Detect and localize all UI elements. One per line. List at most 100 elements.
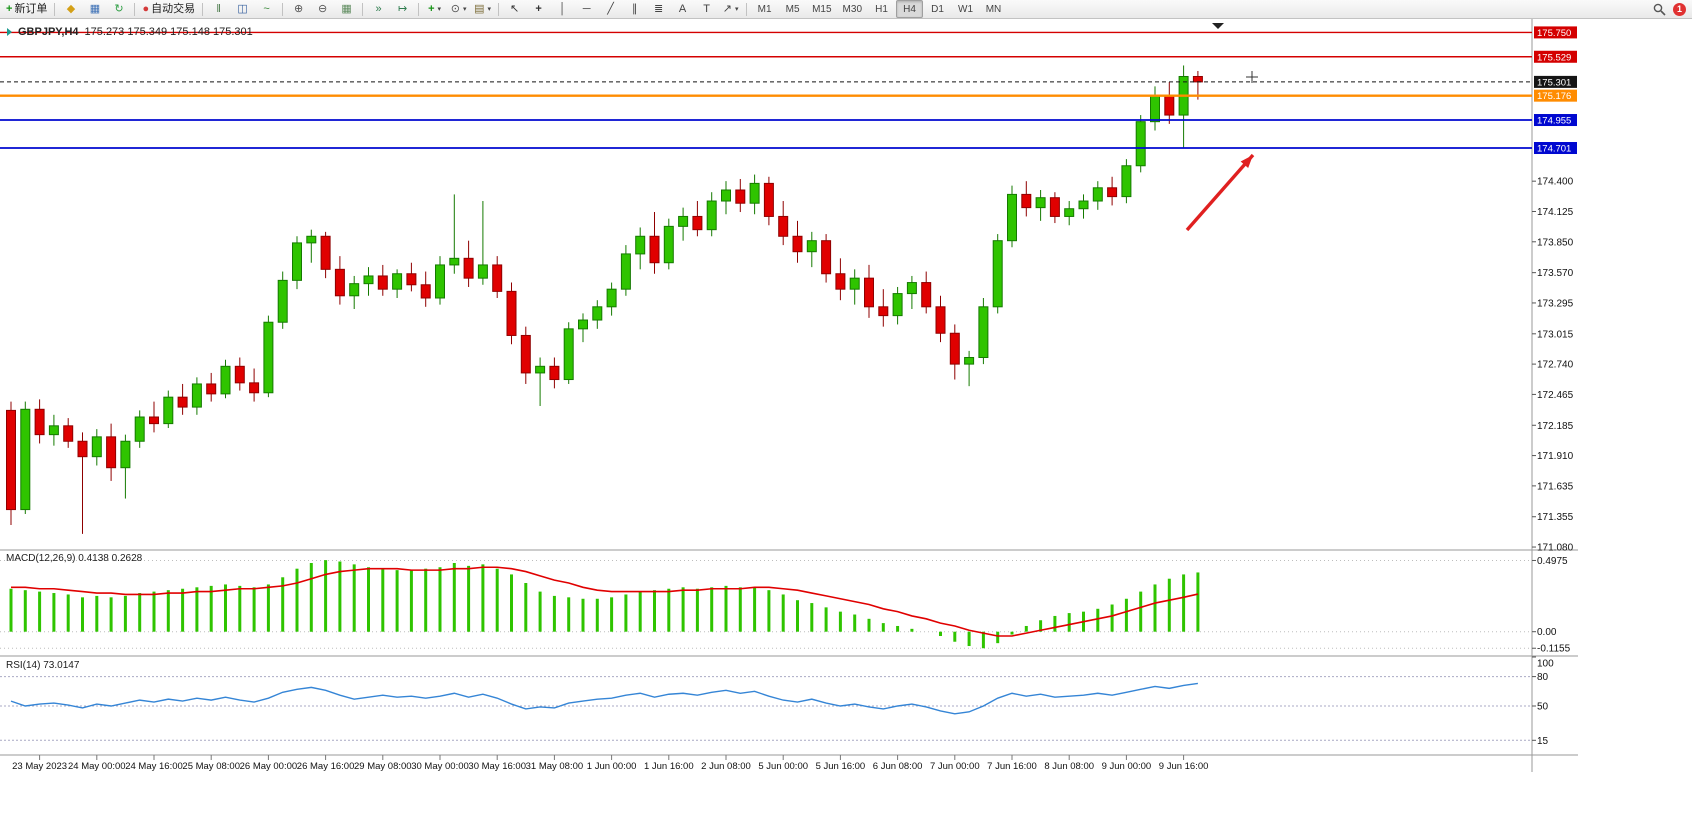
svg-text:8 Jun 08:00: 8 Jun 08:00: [1044, 761, 1094, 772]
svg-text:174.955: 174.955: [1537, 116, 1571, 127]
toolbar-separator: [362, 2, 364, 16]
annotation-arrow[interactable]: [1185, 153, 1255, 232]
svg-text:23 May 2023: 23 May 2023: [12, 761, 67, 772]
svg-text:80: 80: [1537, 672, 1549, 683]
timeframe-d1-button[interactable]: D1: [931, 3, 944, 15]
market-watch-button[interactable]: ◆: [59, 0, 82, 18]
zoom-in-button[interactable]: ⊕: [287, 0, 310, 18]
svg-text:5 Jun 00:00: 5 Jun 00:00: [758, 761, 808, 772]
channel-button[interactable]: ∥: [623, 0, 646, 18]
svg-text:30 May 00:00: 30 May 00:00: [411, 761, 469, 772]
price-tag[interactable]: [1534, 114, 1577, 127]
text-button[interactable]: A: [671, 0, 694, 18]
toolbar-separator: [202, 2, 204, 16]
timeframe-h1-button[interactable]: H1: [875, 3, 888, 15]
svg-text:25 May 08:00: 25 May 08:00: [182, 761, 240, 772]
indicators-button[interactable]: + ▾: [423, 0, 446, 18]
timeframe-m5-button[interactable]: M5: [785, 3, 800, 15]
bar-chart-button[interactable]: ‖: [207, 0, 230, 18]
price-tag[interactable]: [1534, 75, 1577, 88]
fibonacci-button[interactable]: ≣: [647, 0, 670, 18]
timeframe-h4-button[interactable]: H4: [896, 0, 923, 18]
svg-text:171.080: 171.080: [1537, 543, 1574, 554]
chart-window: 174.400 174.125 173.850 173.570 173.295 173.0…: [0, 19, 1578, 772]
chart-shift-marker-icon[interactable]: [1212, 23, 1224, 29]
svg-text:173.015: 173.015: [1537, 329, 1574, 340]
arrows-button[interactable]: ↗ ▾: [719, 0, 742, 18]
candlestick-chart-icon: ◫: [237, 2, 248, 15]
timeframe-m15-button[interactable]: M15: [812, 3, 832, 15]
line-chart-button[interactable]: ~: [255, 0, 278, 18]
svg-text:171.635: 171.635: [1537, 481, 1574, 492]
svg-text:174.125: 174.125: [1537, 207, 1574, 218]
timeframe-w1-button[interactable]: W1: [958, 3, 973, 15]
zoom-out-button[interactable]: ⊖: [311, 0, 334, 18]
trendline-button[interactable]: ╱: [599, 0, 622, 18]
svg-text:175.176: 175.176: [1537, 91, 1571, 102]
price-tag[interactable]: [1534, 89, 1577, 102]
svg-text:173.850: 173.850: [1537, 237, 1574, 248]
templates-button[interactable]: ▤ ▾: [471, 0, 494, 18]
timeframe-m30-button[interactable]: M30: [842, 3, 862, 15]
equidistant-channel-icon: ∥: [631, 2, 638, 15]
chart-shift-button[interactable]: ↦: [391, 0, 414, 18]
svg-text:172.185: 172.185: [1537, 421, 1574, 432]
svg-text:171.910: 171.910: [1537, 451, 1574, 462]
candlestick-chart-button[interactable]: ◫: [231, 0, 254, 18]
search-icon[interactable]: [1653, 3, 1666, 16]
label-button[interactable]: T: [695, 0, 718, 18]
caret-down-icon: ▾: [487, 5, 492, 13]
vertical-line-icon: │: [559, 2, 567, 15]
cursor-button[interactable]: ↖: [503, 0, 526, 18]
crosshair-button[interactable]: +: [527, 0, 550, 18]
data-window-button[interactable]: ▦: [83, 0, 106, 18]
svg-text:30 May 16:00: 30 May 16:00: [468, 761, 526, 772]
chart-shift-icon: ↦: [397, 2, 408, 15]
macd-pane: 0.4975 0.00 -0.1155: [0, 556, 1571, 655]
svg-text:174.400: 174.400: [1537, 177, 1574, 188]
svg-text:50: 50: [1537, 702, 1549, 713]
svg-text:175.750: 175.750: [1537, 28, 1571, 39]
cursor-arrow-icon: ↖: [509, 2, 520, 15]
bar-chart-icon: ‖: [216, 2, 221, 15]
new-order-icon: +: [6, 2, 13, 15]
tile-windows-button[interactable]: ▦: [335, 0, 358, 18]
text-tool-icon: A: [678, 2, 687, 15]
price-tag[interactable]: [1534, 26, 1577, 39]
svg-text:172.465: 172.465: [1537, 390, 1574, 401]
toolbar: + 新订单 ◆ ▦ ↻ ● 自动交易 ‖ ◫ ~ ⊕ ⊖ ▦» ↦ + ▾ ⊙ ▾ ▤ ▾ ↖ + │ ─ ╱ ∥ ≣ A T ↗ ▾ M1 M…: [0, 0, 1692, 19]
chart-ohlc-values: 175.273 175.349 175.148 175.301: [84, 26, 253, 38]
clock-icon: ⊙: [450, 2, 460, 15]
svg-text:9 Jun 00:00: 9 Jun 00:00: [1102, 761, 1152, 772]
navigator-icon: ↻: [114, 2, 124, 15]
timeframe-m1-button[interactable]: M1: [757, 3, 772, 15]
timeframe-mn-button[interactable]: MN: [985, 3, 1002, 15]
tile-windows-icon: ▦: [341, 2, 352, 15]
chart-canvas[interactable]: 174.400 174.125 173.850 173.570 173.295 173.0…: [0, 19, 1578, 772]
svg-text:9 Jun 16:00: 9 Jun 16:00: [1159, 761, 1209, 772]
vertical-line-button[interactable]: │: [551, 0, 574, 18]
crosshair-icon: +: [535, 2, 542, 15]
notification-badge[interactable]: 1: [1673, 2, 1686, 16]
caret-down-icon: ▾: [462, 5, 467, 13]
price-tag[interactable]: [1534, 50, 1577, 63]
zoom-out-icon: ⊖: [317, 2, 328, 15]
periods-button[interactable]: ⊙ ▾: [447, 0, 470, 18]
svg-text:1 Jun 00:00: 1 Jun 00:00: [587, 761, 637, 772]
svg-text:0.4975: 0.4975: [1537, 556, 1568, 567]
market-watch-icon: ◆: [66, 2, 76, 15]
svg-text:2 Jun 08:00: 2 Jun 08:00: [701, 761, 751, 772]
price-tag[interactable]: [1534, 142, 1577, 155]
auto-scroll-button[interactable]: »: [367, 0, 390, 18]
navigator-button[interactable]: ↻: [107, 0, 130, 18]
rsi-indicator-label: RSI(14) 73.0147: [6, 660, 80, 671]
new-order-button[interactable]: + 新订单: [3, 0, 50, 18]
price-axis: 174.400 174.125 173.850 173.570 173.295 173.0…: [1532, 177, 1574, 554]
svg-text:7 Jun 16:00: 7 Jun 16:00: [987, 761, 1037, 772]
auto-trading-button[interactable]: ● 自动交易: [139, 0, 198, 18]
svg-text:-0.1155: -0.1155: [1537, 644, 1571, 655]
toolbar-right-group: 1: [1653, 2, 1689, 16]
horizontal-line-button[interactable]: ─: [575, 0, 598, 18]
price-lines-layer: 175.750 175.529 175.301 175.176 174.955 174.7…: [0, 26, 1577, 155]
